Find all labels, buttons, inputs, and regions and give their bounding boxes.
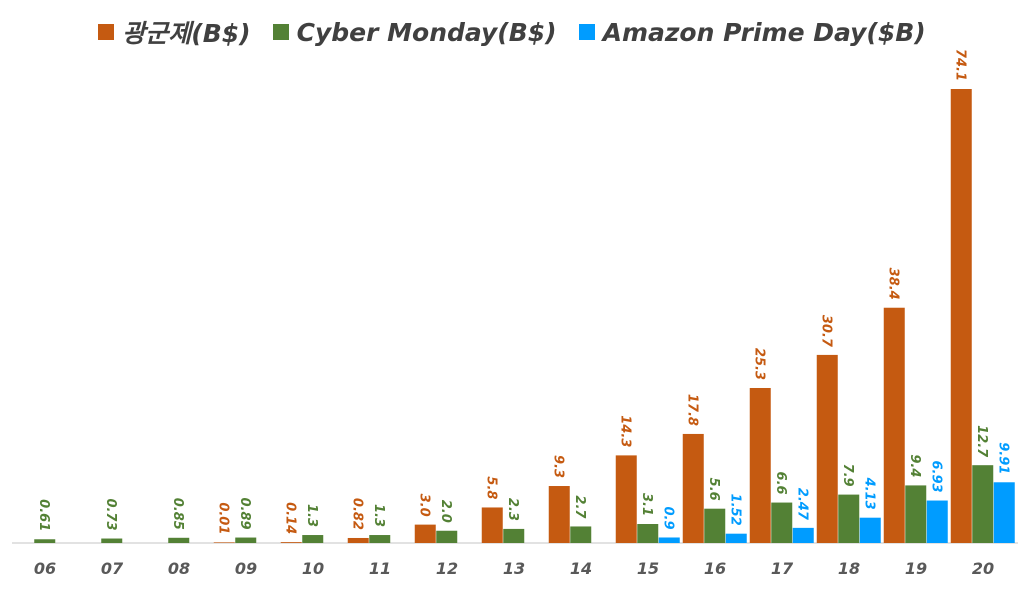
x-tick-label: 15 (637, 559, 659, 578)
x-tick-label: 09 (235, 559, 257, 578)
chart-legend: 광군제(B$) Cyber Monday(B$) Amazon Prime Da… (0, 14, 1024, 50)
bar-0-16 (682, 433, 704, 543)
data-label: 6.93 (929, 460, 944, 492)
legend-item-singles-day: 광군제(B$) (98, 14, 251, 50)
data-label: 2.0 (438, 500, 453, 523)
data-label: 0.9 (661, 506, 676, 529)
data-label: 0.85 (170, 498, 185, 530)
data-label: 9.3 (551, 455, 566, 478)
bar-0-19 (883, 307, 905, 543)
legend-swatch (98, 24, 115, 40)
bar-0-15 (615, 455, 637, 543)
bar-1-10 (302, 535, 324, 543)
bar-1-06 (34, 539, 56, 543)
bar-2-20 (993, 482, 1015, 543)
data-label: 1.3 (304, 504, 319, 527)
data-label: 2.47 (795, 488, 810, 521)
x-tick-label: 16 (704, 559, 726, 578)
bar-1-20 (972, 465, 994, 543)
x-tick-label: 11 (369, 559, 391, 578)
bar-1-12 (436, 530, 458, 543)
bar-2-16 (725, 533, 747, 543)
bar-0-10 (280, 542, 302, 543)
x-tick-label: 10 (302, 559, 324, 578)
bar-0-14 (548, 486, 570, 543)
x-tick-label: 12 (436, 559, 458, 578)
data-label: 1.3 (371, 504, 386, 527)
bar-1-17 (771, 502, 793, 543)
data-label: 6.6 (773, 472, 788, 495)
bar-1-15 (637, 524, 659, 543)
bar-1-18 (838, 494, 860, 543)
x-tick-label: 19 (905, 559, 927, 578)
bar-2-17 (792, 527, 814, 543)
x-tick-label: 20 (972, 559, 994, 578)
legend-item-cyber-monday: Cyber Monday(B$) (272, 14, 557, 50)
data-label: 38.4 (886, 268, 901, 300)
data-label: 12.7 (974, 425, 989, 458)
legend-label: 광군제(B$) (122, 19, 251, 48)
bar-2-19 (926, 500, 948, 543)
bar-1-16 (704, 508, 726, 543)
data-label: 0.14 (283, 502, 298, 534)
data-label: 5.6 (706, 478, 721, 501)
data-label: 7.9 (840, 464, 855, 487)
x-tick-label: 14 (570, 559, 592, 578)
data-label: 2.3 (505, 498, 520, 521)
bar-1-11 (369, 535, 391, 543)
bar-2-18 (859, 517, 881, 543)
data-label: 5.8 (484, 476, 499, 499)
bar-1-08 (168, 537, 190, 543)
data-label: 0.89 (237, 497, 252, 529)
bar-0-11 (347, 537, 369, 543)
data-label: 25.3 (752, 348, 767, 380)
bar-0-13 (481, 507, 503, 543)
data-label: 0.01 (216, 502, 231, 534)
bar-1-07 (101, 538, 123, 543)
legend-label: Cyber Monday(B$) (296, 17, 557, 47)
bar-1-13 (503, 528, 525, 543)
data-label: 1.52 (728, 494, 743, 526)
legend-label: Amazon Prime Day($B) (602, 17, 926, 47)
bar-0-18 (816, 354, 838, 543)
bar-0-17 (749, 387, 771, 543)
legend-swatch (578, 24, 595, 40)
x-tick-label: 13 (503, 559, 525, 578)
x-tick-label: 07 (101, 559, 124, 578)
data-label: 9.91 (996, 442, 1011, 474)
legend-swatch (272, 24, 289, 40)
data-label: 3.0 (417, 494, 432, 517)
bar-0-20 (950, 89, 972, 543)
data-label: 0.73 (103, 498, 118, 530)
legend-item-prime-day: Amazon Prime Day($B) (578, 14, 926, 50)
x-tick-label: 06 (34, 559, 56, 578)
x-tick-label: 17 (771, 559, 794, 578)
data-label: 3.1 (639, 493, 654, 516)
data-label: 74.1 (953, 49, 968, 81)
data-label: 14.3 (618, 415, 633, 447)
data-label: 17.8 (685, 394, 700, 426)
bar-0-09 (213, 542, 235, 543)
data-label: 0.82 (350, 498, 365, 530)
data-label: 2.7 (572, 495, 587, 519)
data-label: 9.4 (907, 454, 922, 477)
bar-2-15 (658, 537, 680, 543)
x-tick-label: 08 (168, 559, 190, 578)
x-tick-label: 18 (838, 559, 860, 578)
bar-1-14 (570, 526, 592, 543)
bar-0-12 (414, 524, 436, 543)
data-label: 0.61 (36, 499, 51, 531)
data-label: 4.13 (862, 477, 877, 510)
bar-1-19 (905, 485, 927, 543)
bar-1-09 (235, 537, 257, 543)
data-label: 30.7 (819, 315, 834, 348)
